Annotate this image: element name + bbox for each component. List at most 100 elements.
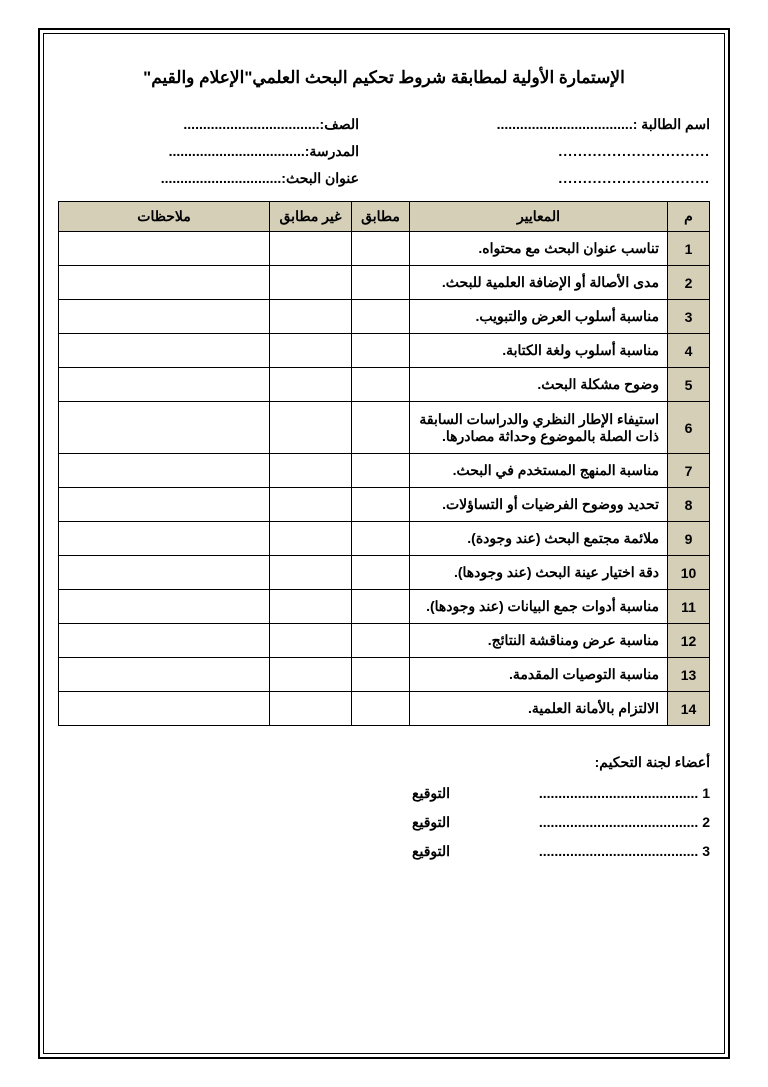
signature-row: 3 ......................................… — [58, 843, 710, 860]
signature-label: التوقيع — [380, 843, 450, 860]
signature-label: التوقيع — [380, 785, 450, 802]
row-num: 1 — [668, 232, 710, 266]
row-num: 7 — [668, 454, 710, 488]
signature-name-line: 3 ......................................… — [450, 843, 710, 859]
row-match-cell — [352, 402, 410, 454]
field-row-1: اسم الطالبة :...........................… — [58, 116, 710, 133]
row-match-cell — [352, 488, 410, 522]
row-match-cell — [352, 232, 410, 266]
row-notes-cell — [59, 232, 270, 266]
table-row: 12مناسبة عرض ومناقشة النتائج. — [59, 624, 710, 658]
row-num: 2 — [668, 266, 710, 300]
blank-field-1: ............................... — [409, 143, 710, 160]
row-nomatch-cell — [270, 658, 352, 692]
row-criteria: مناسبة أسلوب العرض والتبويب. — [410, 300, 668, 334]
row-nomatch-cell — [270, 692, 352, 726]
school-label: المدرسة: — [305, 143, 359, 159]
row-num: 13 — [668, 658, 710, 692]
table-row: 3مناسبة أسلوب العرض والتبويب. — [59, 300, 710, 334]
table-row: 8تحديد ووضوح الفرضيات أو التساؤلات. — [59, 488, 710, 522]
row-notes-cell — [59, 402, 270, 454]
form-fields: اسم الطالبة :...........................… — [58, 116, 710, 187]
row-num: 4 — [668, 334, 710, 368]
row-criteria: ملائمة مجتمع البحث (عند وجودة). — [410, 522, 668, 556]
row-notes-cell — [59, 368, 270, 402]
row-match-cell — [352, 454, 410, 488]
row-notes-cell — [59, 590, 270, 624]
student-name-label: اسم الطالبة : — [633, 116, 710, 132]
row-notes-cell — [59, 692, 270, 726]
row-criteria: مناسبة أدوات جمع البيانات (عند وجودها). — [410, 590, 668, 624]
school-dots: ................................... — [169, 143, 305, 159]
research-title-dots: ............................... — [161, 170, 282, 186]
row-num: 6 — [668, 402, 710, 454]
row-match-cell — [352, 590, 410, 624]
row-criteria: دقة اختيار عينة البحث (عند وجودها). — [410, 556, 668, 590]
row-notes-cell — [59, 488, 270, 522]
header-num: م — [668, 202, 710, 232]
row-notes-cell — [59, 522, 270, 556]
table-row: 2مدى الأصالة أو الإضافة العلمية للبحث. — [59, 266, 710, 300]
table-row: 14الالتزام بالأمانة العلمية. — [59, 692, 710, 726]
table-row: 11مناسبة أدوات جمع البيانات (عند وجودها)… — [59, 590, 710, 624]
header-notes: ملاحظات — [59, 202, 270, 232]
blank-field-2: ............................... — [409, 170, 710, 187]
row-num: 10 — [668, 556, 710, 590]
row-nomatch-cell — [270, 402, 352, 454]
signature-name-line: 1 ......................................… — [450, 785, 710, 801]
row-criteria: وضوح مشكلة البحث. — [410, 368, 668, 402]
signature-name-line: 2 ......................................… — [450, 814, 710, 830]
table-row: 9ملائمة مجتمع البحث (عند وجودة). — [59, 522, 710, 556]
row-num: 11 — [668, 590, 710, 624]
row-criteria: مدى الأصالة أو الإضافة العلمية للبحث. — [410, 266, 668, 300]
class-field: الصف:................................... — [58, 116, 409, 133]
table-row: 10دقة اختيار عينة البحث (عند وجودها). — [59, 556, 710, 590]
class-dots: ................................... — [183, 116, 319, 132]
row-num: 8 — [668, 488, 710, 522]
signature-row: 1 ......................................… — [58, 785, 710, 802]
row-nomatch-cell — [270, 334, 352, 368]
row-match-cell — [352, 266, 410, 300]
row-nomatch-cell — [270, 232, 352, 266]
row-num: 12 — [668, 624, 710, 658]
student-name-dots: ................................... — [497, 116, 633, 132]
field-row-3: ............................... عنوان ال… — [58, 170, 710, 187]
blank-dots-1: ............................... — [558, 143, 710, 159]
school-field: المدرسة:................................… — [58, 143, 409, 160]
row-notes-cell — [59, 334, 270, 368]
row-match-cell — [352, 658, 410, 692]
field-row-2: ............................... المدرسة:… — [58, 143, 710, 160]
row-criteria: تحديد ووضوح الفرضيات أو التساؤلات. — [410, 488, 668, 522]
row-criteria: مناسبة عرض ومناقشة النتائج. — [410, 624, 668, 658]
row-notes-cell — [59, 454, 270, 488]
committee-list: 1 ......................................… — [58, 785, 710, 860]
row-criteria: الالتزام بالأمانة العلمية. — [410, 692, 668, 726]
header-match: مطابق — [352, 202, 410, 232]
row-nomatch-cell — [270, 556, 352, 590]
page-content: الإستمارة الأولية لمطابقة شروط تحكيم الب… — [58, 50, 710, 1037]
row-num: 14 — [668, 692, 710, 726]
row-notes-cell — [59, 658, 270, 692]
row-match-cell — [352, 300, 410, 334]
row-nomatch-cell — [270, 590, 352, 624]
criteria-table: م المعايير مطابق غير مطابق ملاحظات 1تناس… — [58, 201, 710, 726]
blank-dots-2: ............................... — [558, 170, 710, 186]
table-row: 7مناسبة المنهج المستخدم في البحث. — [59, 454, 710, 488]
research-title-field: عنوان البحث:............................… — [58, 170, 409, 187]
table-row: 6استيفاء الإطار النظري والدراسات السابقة… — [59, 402, 710, 454]
row-num: 5 — [668, 368, 710, 402]
signature-row: 2 ......................................… — [58, 814, 710, 831]
class-label: الصف: — [320, 116, 359, 132]
row-match-cell — [352, 522, 410, 556]
table-row: 5وضوح مشكلة البحث. — [59, 368, 710, 402]
research-title-label: عنوان البحث: — [281, 170, 359, 186]
signature-label: التوقيع — [380, 814, 450, 831]
committee-section: أعضاء لجنة التحكيم: 1 ..................… — [58, 754, 710, 860]
row-num: 9 — [668, 522, 710, 556]
committee-title: أعضاء لجنة التحكيم: — [58, 754, 710, 771]
row-nomatch-cell — [270, 300, 352, 334]
page-title: الإستمارة الأولية لمطابقة شروط تحكيم الب… — [58, 68, 710, 88]
row-criteria: مناسبة أسلوب ولغة الكتابة. — [410, 334, 668, 368]
row-criteria: مناسبة المنهج المستخدم في البحث. — [410, 454, 668, 488]
row-nomatch-cell — [270, 368, 352, 402]
